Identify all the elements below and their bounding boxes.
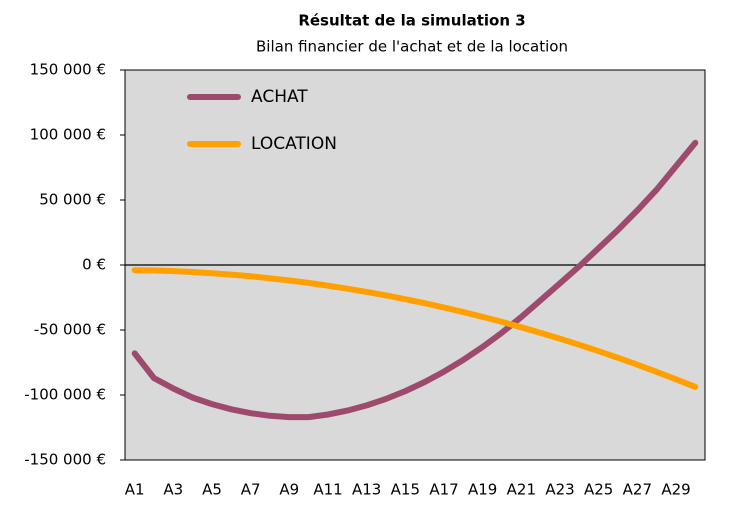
data-line bbox=[131, 139, 699, 421]
data-line bbox=[131, 267, 699, 390]
x-tick-label: A11 bbox=[313, 481, 342, 499]
y-tick-label: 0 € bbox=[82, 256, 106, 274]
x-tick-label: A13 bbox=[352, 481, 381, 499]
y-tick-label: -150 000 € bbox=[24, 451, 106, 469]
x-tick-label: A23 bbox=[545, 481, 574, 499]
x-tick-label: A9 bbox=[279, 481, 299, 499]
chart-title: Résultat de la simulation 3 bbox=[298, 12, 525, 30]
y-tick-label: 50 000 € bbox=[39, 191, 106, 209]
x-tick-label: A17 bbox=[429, 481, 458, 499]
legend-label: ACHAT bbox=[251, 87, 308, 107]
y-tick-label: -100 000 € bbox=[24, 386, 106, 404]
x-tick-label: A29 bbox=[661, 481, 690, 499]
x-tick-label: A1 bbox=[125, 481, 145, 499]
x-tick-label: A27 bbox=[623, 481, 652, 499]
x-tick-label: A21 bbox=[507, 481, 536, 499]
x-tick-label: A5 bbox=[202, 481, 222, 499]
x-tick-label: A25 bbox=[584, 481, 613, 499]
x-tick-label: A7 bbox=[241, 481, 261, 499]
y-tick-label: 150 000 € bbox=[30, 61, 106, 79]
y-tick-label: 100 000 € bbox=[30, 126, 106, 144]
x-tick-label: A15 bbox=[391, 481, 420, 499]
legend-label: LOCATION bbox=[251, 134, 337, 154]
chart-subtitle: Bilan financier de l'achat et de la loca… bbox=[256, 38, 568, 56]
y-tick-label: -50 000 € bbox=[34, 321, 106, 339]
x-tick-label: A3 bbox=[163, 481, 183, 499]
x-tick-label: A19 bbox=[468, 481, 497, 499]
